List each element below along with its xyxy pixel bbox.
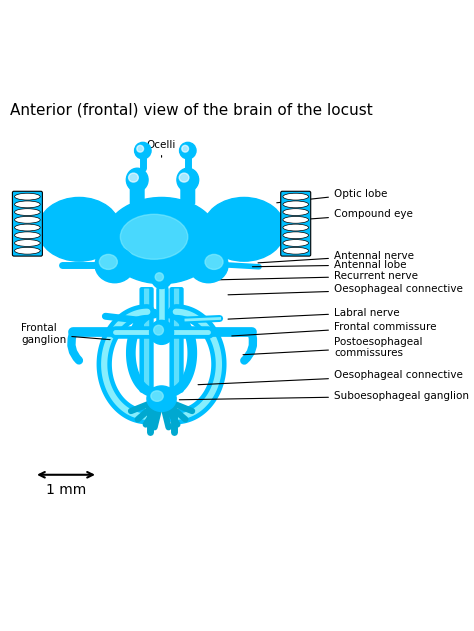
Circle shape — [135, 143, 151, 159]
Ellipse shape — [127, 168, 148, 191]
FancyBboxPatch shape — [144, 288, 149, 391]
FancyBboxPatch shape — [139, 287, 154, 392]
Ellipse shape — [103, 198, 219, 284]
Ellipse shape — [100, 254, 118, 269]
Ellipse shape — [38, 198, 120, 261]
Text: Compound eye: Compound eye — [299, 209, 413, 220]
Circle shape — [137, 145, 144, 152]
Ellipse shape — [205, 254, 223, 269]
Circle shape — [180, 143, 196, 159]
Circle shape — [150, 321, 173, 345]
Ellipse shape — [177, 168, 199, 191]
Ellipse shape — [283, 247, 309, 254]
Ellipse shape — [15, 232, 40, 239]
Circle shape — [154, 325, 164, 335]
FancyBboxPatch shape — [130, 179, 145, 205]
Text: Frontal
ganglion: Frontal ganglion — [21, 324, 110, 345]
Ellipse shape — [283, 216, 309, 223]
Text: Ocelli: Ocelli — [147, 140, 176, 157]
Ellipse shape — [147, 386, 176, 411]
Circle shape — [155, 273, 164, 281]
Ellipse shape — [283, 201, 309, 208]
Ellipse shape — [15, 209, 40, 216]
Ellipse shape — [283, 209, 309, 216]
Ellipse shape — [283, 232, 309, 239]
Text: Antennal lobe: Antennal lobe — [252, 260, 406, 270]
Ellipse shape — [283, 224, 309, 231]
Ellipse shape — [15, 240, 40, 247]
Ellipse shape — [15, 193, 40, 200]
Text: 1 mm: 1 mm — [46, 483, 86, 497]
Ellipse shape — [15, 224, 40, 231]
FancyBboxPatch shape — [180, 179, 195, 205]
Ellipse shape — [95, 247, 135, 283]
Ellipse shape — [179, 173, 189, 182]
Ellipse shape — [189, 247, 228, 283]
Text: Suboesophageal ganglion: Suboesophageal ganglion — [179, 391, 469, 401]
Text: Frontal commissure: Frontal commissure — [232, 322, 437, 336]
Text: Labral nerve: Labral nerve — [228, 307, 400, 319]
Ellipse shape — [128, 173, 138, 182]
Circle shape — [152, 269, 171, 288]
Ellipse shape — [203, 198, 285, 261]
Ellipse shape — [15, 247, 40, 254]
Title: Anterior (frontal) view of the brain of the locust: Anterior (frontal) view of the brain of … — [10, 102, 373, 117]
FancyBboxPatch shape — [169, 287, 183, 392]
Ellipse shape — [283, 240, 309, 247]
FancyBboxPatch shape — [174, 288, 179, 391]
FancyBboxPatch shape — [12, 191, 42, 256]
Text: Recurrent nerve: Recurrent nerve — [217, 271, 418, 281]
Text: Postoesophageal
commissures: Postoesophageal commissures — [243, 336, 422, 358]
Ellipse shape — [15, 216, 40, 223]
Text: Optic lobe: Optic lobe — [277, 189, 387, 203]
FancyBboxPatch shape — [281, 191, 311, 256]
Text: Oesophageal connective: Oesophageal connective — [228, 285, 463, 295]
Text: Oesophageal connective: Oesophageal connective — [198, 370, 463, 385]
Circle shape — [182, 145, 189, 152]
Ellipse shape — [283, 193, 309, 200]
Ellipse shape — [151, 391, 163, 401]
Ellipse shape — [15, 201, 40, 208]
Ellipse shape — [120, 215, 188, 259]
Text: Antennal nerve: Antennal nerve — [258, 251, 414, 263]
